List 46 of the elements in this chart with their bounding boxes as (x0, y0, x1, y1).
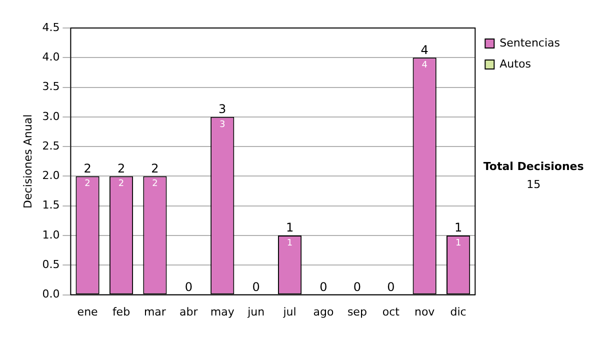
x-tick-label: ene (77, 305, 98, 318)
x-tick-label: may (210, 305, 235, 318)
total-label: 2 (84, 161, 92, 176)
total-label: 0 (252, 280, 260, 294)
total-label: 0 (320, 280, 328, 294)
data-label: 2 (118, 179, 124, 190)
y-tick-label: 0.0 (42, 288, 60, 301)
y-tick-label: 1.5 (42, 198, 60, 212)
data-label: 4 (422, 60, 428, 70)
y-tick-label: 4.5 (42, 20, 60, 34)
total-label: 3 (218, 102, 226, 116)
data-label: 3 (220, 120, 226, 130)
x-tick-label: oct (382, 305, 400, 318)
x-tick-label: mar (144, 305, 166, 318)
text: 15 (526, 178, 541, 191)
total-label: 2 (151, 161, 159, 176)
x-tick-label: jul (282, 305, 296, 318)
y-tick-label: 3.0 (42, 110, 60, 123)
x-tick-label: jun (246, 305, 265, 318)
y-tick-label: 4.0 (42, 50, 60, 64)
y-tick-label: 3.5 (42, 80, 60, 94)
total-label: 0 (353, 280, 362, 294)
x-tick-label: sep (347, 305, 367, 318)
y-tick-label: 1.0 (42, 228, 60, 242)
total-label: 1 (454, 220, 462, 235)
y-axis-title: Decisiones Anual (21, 114, 34, 208)
y-tick-label: 2.5 (42, 139, 60, 152)
total-label: 2 (117, 161, 126, 176)
data-label: 1 (286, 238, 293, 248)
x-tick-label: dic (450, 305, 466, 318)
x-tick-label: ago (313, 305, 334, 318)
x-tick-label: feb (112, 305, 130, 318)
y-tick-label: 0.5 (42, 258, 60, 272)
y-tick-label: 2.0 (42, 169, 60, 182)
data-label: 2 (84, 179, 90, 190)
x-tick-label: abr (180, 305, 198, 318)
total-label: 1 (286, 220, 294, 235)
data-label: 1 (455, 238, 462, 248)
legend-label: Autos (500, 57, 532, 70)
data-label: 2 (152, 179, 158, 190)
legend-label: Sentencias (500, 36, 560, 50)
total-label: 4 (420, 42, 428, 57)
total-label: 0 (184, 280, 192, 294)
x-tick-label: nov (414, 305, 436, 318)
total-label: 0 (387, 280, 395, 294)
text: Total Decisiones (483, 160, 584, 173)
